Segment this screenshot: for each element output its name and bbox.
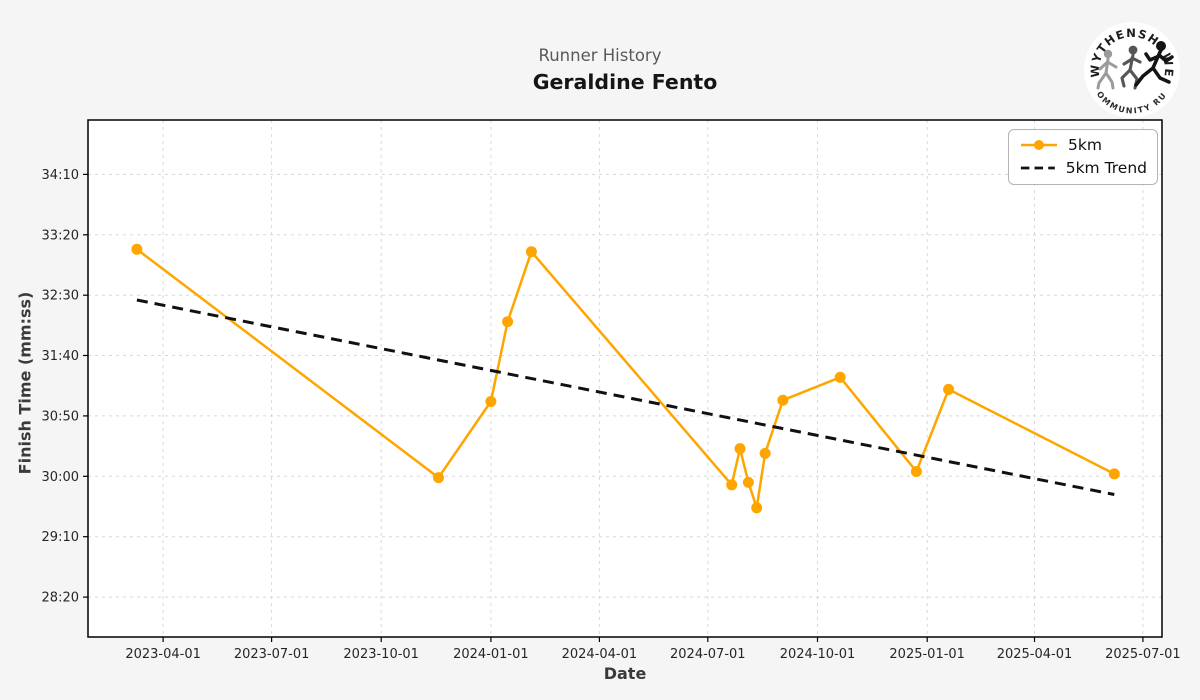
y-tick-label: 32:30 <box>42 289 79 304</box>
trend-line <box>136 298 1115 496</box>
x-tick-label: 2023-07-01 <box>234 647 310 662</box>
x-tick-label: 2024-04-01 <box>562 647 638 662</box>
y-tick-label: 29:10 <box>42 530 79 545</box>
data-point-marker <box>759 447 771 459</box>
chart-subtitle: Runner History <box>538 46 662 65</box>
legend-item-5km: 5km <box>1019 136 1147 154</box>
x-tick-label: 2024-01-01 <box>453 647 529 662</box>
data-point-marker <box>742 476 754 488</box>
walker-runner-icon <box>1096 49 1118 90</box>
data-point-marker <box>777 394 789 406</box>
chart-title: Geraldine Fento <box>532 70 718 94</box>
jogger-runner-icon <box>1120 45 1142 90</box>
plot-background <box>88 120 1162 637</box>
community-run-logo: WYTHENSHAWE COMMUNITY RUN <box>1072 8 1180 118</box>
x-tick-label: 2025-07-01 <box>1105 647 1181 662</box>
y-axis-label: Finish Time (mm:ss) <box>15 291 35 475</box>
x-tick-label: 2023-10-01 <box>343 647 419 662</box>
y-tick-label: 28:20 <box>42 591 79 606</box>
chart-legend: 5km 5km Trend <box>1008 129 1158 185</box>
x-tick-label: 2024-07-01 <box>670 647 746 662</box>
data-point-marker <box>943 383 955 395</box>
y-tick-label: 30:50 <box>42 409 79 424</box>
legend-5km-line-icon <box>1021 140 1057 150</box>
x-tick-label: 2025-01-01 <box>889 647 965 662</box>
y-tick-label: 33:20 <box>42 228 79 243</box>
data-point-marker <box>131 243 143 255</box>
data-point-marker <box>726 479 738 491</box>
x-tick-label: 2025-04-01 <box>997 647 1073 662</box>
data-point-marker <box>1108 468 1120 480</box>
x-tick-label: 2024-10-01 <box>780 647 856 662</box>
data-point-marker <box>834 371 846 383</box>
y-tick-label: 34:10 <box>42 168 79 183</box>
legend-5km-label: 5km <box>1068 136 1102 154</box>
data-point-marker <box>502 316 514 328</box>
data-point-marker <box>525 246 537 258</box>
data-point-marker <box>734 443 746 455</box>
legend-trend-dashed-line-icon <box>1020 166 1055 170</box>
x-tick-label: 2023-04-01 <box>125 647 201 662</box>
data-point-marker <box>433 472 444 484</box>
data-point-marker <box>485 396 497 407</box>
plot-border <box>87 119 1163 638</box>
sprinter-runner-icon <box>1134 41 1174 87</box>
legend-item-5km-trend: 5km Trend <box>1019 159 1147 177</box>
data-point-marker <box>910 466 922 477</box>
y-tick-label: 30:00 <box>42 470 79 485</box>
x-axis-label: Date <box>603 664 647 683</box>
data-point-marker <box>751 502 763 514</box>
legend-5km-trend-label: 5km Trend <box>1065 159 1147 177</box>
y-tick-label: 31:40 <box>42 349 79 364</box>
